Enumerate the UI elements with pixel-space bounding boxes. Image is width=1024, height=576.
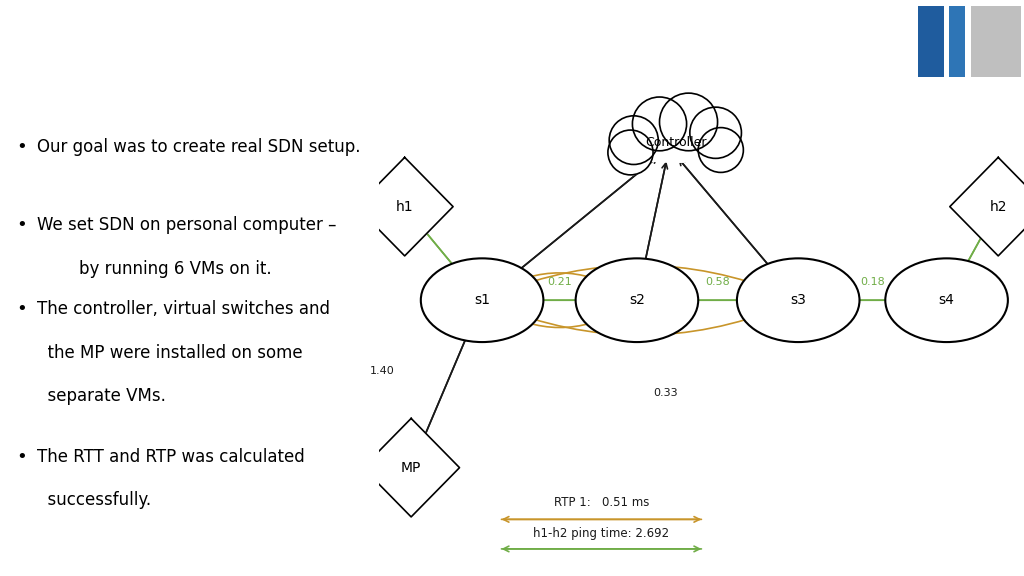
Text: s2: s2 bbox=[629, 293, 645, 307]
Text: Evaluation:  Separate VMs Setup: Evaluation: Separate VMs Setup bbox=[23, 29, 641, 62]
Text: s1: s1 bbox=[474, 293, 490, 307]
Ellipse shape bbox=[886, 259, 1008, 342]
Ellipse shape bbox=[659, 93, 718, 151]
Polygon shape bbox=[950, 157, 1024, 256]
Ellipse shape bbox=[633, 97, 687, 151]
Text: h2: h2 bbox=[989, 200, 1007, 214]
Text: The controller, virtual switches and: The controller, virtual switches and bbox=[37, 300, 330, 318]
Text: Our goal was to create real SDN setup.: Our goal was to create real SDN setup. bbox=[37, 138, 360, 156]
Text: •: • bbox=[16, 217, 27, 234]
Ellipse shape bbox=[608, 130, 653, 175]
Bar bbox=[949, 6, 966, 77]
Text: separate VMs.: separate VMs. bbox=[37, 387, 166, 405]
Text: We set SDN on personal computer –: We set SDN on personal computer – bbox=[37, 217, 336, 234]
Text: successfully.: successfully. bbox=[37, 491, 151, 509]
Text: s4: s4 bbox=[939, 293, 954, 307]
Ellipse shape bbox=[421, 259, 544, 342]
Text: h1-h2 ping time: 2.692: h1-h2 ping time: 2.692 bbox=[534, 526, 670, 540]
Ellipse shape bbox=[609, 116, 658, 165]
Text: •: • bbox=[16, 138, 27, 156]
Ellipse shape bbox=[575, 259, 698, 342]
Text: 0.58: 0.58 bbox=[706, 278, 730, 287]
Text: •: • bbox=[16, 448, 27, 466]
Text: s3: s3 bbox=[791, 293, 806, 307]
Ellipse shape bbox=[595, 113, 757, 162]
Ellipse shape bbox=[698, 128, 743, 172]
Text: the MP were installed on some: the MP were installed on some bbox=[37, 343, 302, 362]
Bar bbox=[971, 6, 1021, 77]
Polygon shape bbox=[356, 157, 453, 256]
Text: Controller: Controller bbox=[645, 136, 707, 149]
Bar bbox=[918, 6, 944, 77]
Text: MP: MP bbox=[401, 461, 421, 475]
Text: by running 6 VMs on it.: by running 6 VMs on it. bbox=[37, 260, 271, 278]
Text: •: • bbox=[16, 300, 27, 318]
Text: RTP 1:   0.51 ms: RTP 1: 0.51 ms bbox=[554, 495, 649, 509]
Text: 1.40: 1.40 bbox=[370, 366, 394, 376]
Text: The RTT and RTP was calculated: The RTT and RTP was calculated bbox=[37, 448, 304, 466]
Polygon shape bbox=[362, 418, 460, 517]
Text: h1: h1 bbox=[396, 200, 414, 214]
Text: 0.33: 0.33 bbox=[653, 388, 678, 398]
Text: 0.21: 0.21 bbox=[547, 278, 571, 287]
Ellipse shape bbox=[737, 259, 859, 342]
Ellipse shape bbox=[690, 107, 741, 158]
Text: 0.18: 0.18 bbox=[860, 278, 885, 287]
